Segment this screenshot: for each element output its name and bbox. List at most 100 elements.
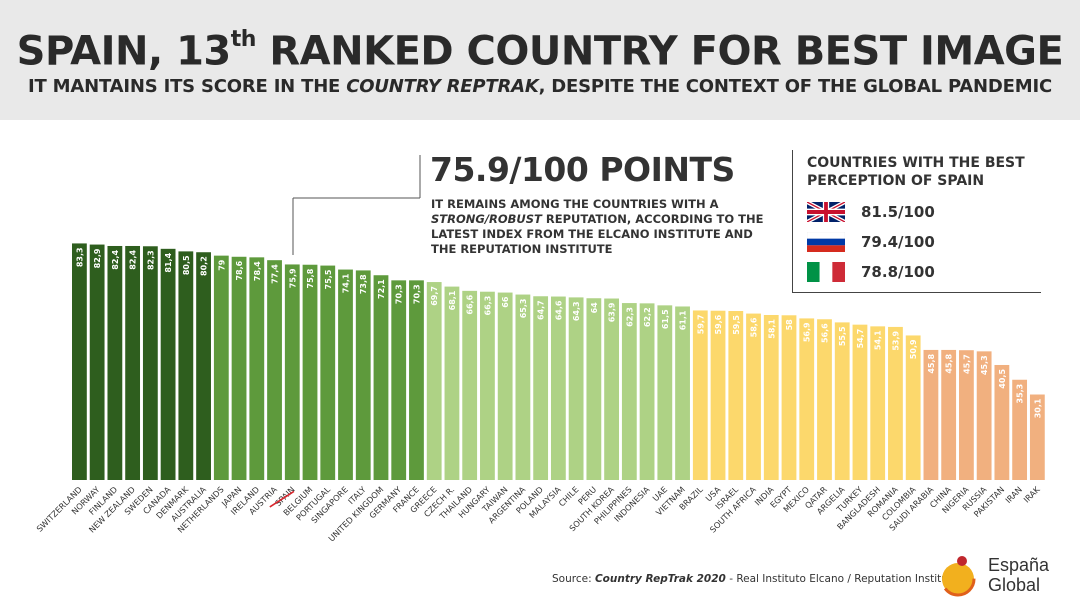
legend-title: COUNTRIES WITH THE BEST PERCEPTION OF SP…: [807, 155, 1025, 189]
value-label-norway: 82,9: [93, 248, 102, 268]
bar-argelia: [834, 322, 850, 480]
bar-china: [941, 349, 957, 480]
bar-chile: [568, 297, 584, 480]
value-label-canada: 81,4: [164, 252, 173, 272]
bar-sweden: [142, 246, 158, 480]
value-label-sweden: 82,3: [146, 250, 155, 270]
page-title: SPAIN, 13th RANKED COUNTRY FOR BEST IMAG…: [16, 27, 1064, 75]
bar-united-kingdom: [373, 275, 389, 480]
bar-canada: [160, 248, 176, 480]
russia-flag-icon: [807, 232, 845, 252]
value-label-austria: 77,4: [271, 264, 280, 284]
value-label-south-africa: 58,6: [750, 317, 759, 337]
bar-germany: [391, 280, 407, 480]
value-label-turkey: 54,7: [856, 329, 865, 349]
value-label-peru: 64: [590, 302, 599, 314]
value-label-poland: 64,7: [537, 300, 546, 320]
value-label-japan: 78,6: [235, 260, 244, 280]
bar-south-africa: [746, 313, 761, 480]
bar-indonesia: [639, 303, 655, 480]
bar-switzerland: [72, 243, 87, 480]
value-label-irak: 30,1: [1033, 398, 1042, 418]
value-label-philippines: 62,3: [625, 307, 634, 327]
value-label-france: 70,3: [412, 284, 421, 304]
value-label-switzerland: 83,3: [75, 247, 84, 267]
bar-australia: [196, 252, 211, 480]
score-description: IT REMAINS AMONG THE COUNTRIES WITH A ST…: [431, 197, 764, 256]
value-label-israel: 59,5: [732, 315, 741, 335]
bar-russia: [976, 351, 992, 480]
category-label-chile: CHILE: [556, 484, 580, 508]
value-label-united-kingdom: 72,1: [377, 279, 386, 299]
spain-highlight-mark: [269, 490, 295, 508]
italy-flag-icon: [807, 262, 845, 282]
value-label-malaysia: 64,6: [554, 300, 563, 320]
value-label-germany: 70,3: [395, 284, 404, 304]
value-label-czech-r: 68,1: [448, 290, 457, 310]
value-label-australia: 80,2: [200, 256, 209, 276]
bar-turkey: [852, 324, 868, 480]
value-label-italy: 73,8: [359, 274, 368, 294]
bar-iran: [1012, 379, 1028, 480]
callout-connector: [292, 155, 421, 255]
bar-greece: [426, 282, 442, 480]
value-label-colombia: 50,9: [909, 339, 918, 359]
page-subtitle: IT MANTAINS ITS SCORE IN THE COUNTRY REP…: [28, 76, 1052, 97]
bar-france: [409, 280, 424, 480]
bar-netherlands: [213, 255, 229, 480]
bar-peru: [586, 298, 602, 480]
bar-mexico: [799, 318, 815, 480]
value-label-saudi-arabia: 45,8: [927, 354, 936, 374]
value-label-thailand: 66,6: [466, 294, 475, 314]
bar-belgium: [302, 264, 318, 480]
bar-brazil: [692, 310, 708, 480]
value-label-netherlands: 79: [217, 259, 226, 271]
bar-thailand: [462, 290, 478, 480]
bar-uae: [657, 305, 673, 480]
value-label-greece: 69,7: [430, 286, 439, 306]
bar-taiwan: [497, 292, 513, 480]
espana-global-logo: España Global: [940, 551, 1060, 601]
bar-india: [763, 314, 779, 480]
value-label-indonesia: 62,2: [643, 307, 652, 327]
bar-egypt: [781, 315, 797, 480]
bar-italy: [355, 270, 371, 480]
value-label-vietnam: 61,1: [679, 310, 688, 330]
bar-saudi-arabia: [923, 349, 939, 480]
bar-ireland: [249, 257, 265, 480]
bar-israel: [728, 311, 744, 480]
bar-hungary: [480, 291, 495, 480]
bar-bangladesh: [870, 326, 886, 480]
bar-nigeria: [959, 350, 974, 480]
bar-qatar: [817, 319, 832, 480]
bar-new-zealand: [125, 245, 141, 480]
value-label-romania: 53,9: [891, 331, 900, 351]
value-label-pakistan: 40,5: [998, 369, 1007, 389]
value-label-bangladesh: 54,1: [874, 330, 883, 350]
bar-czech-r: [444, 286, 460, 480]
bar-chart: 83,3 82,9 82,4 82,4 82,3 81,4 80,5 80,2 79 78,6 78…: [34, 155, 1045, 544]
value-label-brazil: 59,7: [696, 314, 705, 334]
uk-flag-icon: [807, 202, 845, 222]
logo-text: España Global: [988, 555, 1050, 595]
value-label-finland: 82,4: [111, 250, 120, 270]
category-label-irak: IRAK: [1021, 484, 1042, 505]
value-label-belgium: 75,8: [306, 268, 315, 288]
bar-japan: [231, 256, 247, 480]
legend-value-uk: 81.5/100: [861, 203, 935, 221]
value-label-usa: 59,6: [714, 314, 723, 334]
value-label-argentina: 65,3: [519, 299, 528, 319]
header-banner: SPAIN, 13th RANKED COUNTRY FOR BEST IMAG…: [0, 0, 1080, 120]
bar-spain: [284, 264, 300, 480]
bar-poland: [533, 296, 549, 480]
bar-denmark: [178, 251, 194, 480]
category-label-iran: IRAN: [1003, 484, 1024, 505]
value-label-qatar: 56,6: [820, 323, 829, 343]
value-label-denmark: 80,5: [182, 255, 191, 275]
bar-finland: [107, 245, 123, 480]
score-callout: 75.9/100 POINTS: [430, 150, 735, 189]
bar-malaysia: [550, 296, 566, 480]
source-note: Source: Country RepTrak 2020 - Real Inst…: [552, 573, 959, 585]
bar-irak: [1029, 394, 1045, 480]
bar-usa: [710, 310, 726, 480]
